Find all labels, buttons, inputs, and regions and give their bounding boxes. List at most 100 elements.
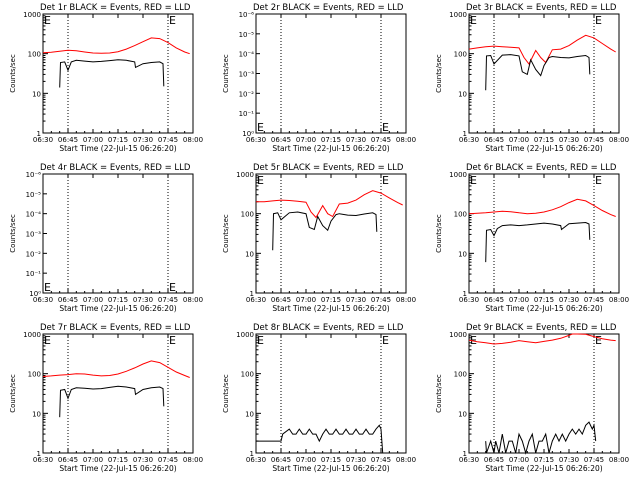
y-tick-label: 10⁻³ xyxy=(239,71,255,79)
y-tick-label: 10 xyxy=(32,90,41,98)
x-tick-label: 07:30 xyxy=(559,296,579,304)
e-marker: E xyxy=(257,334,264,347)
y-tick-label: 1000 xyxy=(23,11,41,19)
e-marker: E xyxy=(595,174,602,187)
y-tick-label: 10 xyxy=(245,410,254,418)
y-tick-label: 10⁻¹ xyxy=(239,110,255,118)
x-tick-label: 07:45 xyxy=(584,296,604,304)
y-tick-label: 10⁻⁶ xyxy=(26,171,42,179)
x-tick-label: 06:30 xyxy=(459,296,479,304)
y-tick-label: 100 xyxy=(454,211,467,219)
panel-title: Det 3r BLACK = Events, RED = LLD xyxy=(466,3,617,13)
detector-panel: Det 2r BLACK = Events, RED = LLD 06:30 06:… xyxy=(222,3,416,153)
y-tick-label: 100 xyxy=(454,51,467,59)
y-tick-label: 10⁻¹ xyxy=(26,270,42,278)
e-marker: E xyxy=(470,174,477,187)
x-tick-label: 07:45 xyxy=(158,296,178,304)
e-marker: E xyxy=(44,281,51,294)
detector-panel: Det 3r BLACK = Events, RED = LLD 06:30 06:… xyxy=(435,3,629,153)
y-axis-label: Counts/sec xyxy=(9,54,17,93)
y-tick-label: 1000 xyxy=(449,331,467,339)
x-tick-label: 07:45 xyxy=(584,456,604,464)
y-axis-label: Counts/sec xyxy=(222,374,230,413)
x-tick-label: 07:30 xyxy=(346,456,366,464)
x-tick-label: 07:45 xyxy=(371,456,391,464)
detector-panel: Det 6r BLACK = Events, RED = LLD 06:30 06:… xyxy=(435,163,629,313)
y-tick-label: 1000 xyxy=(236,331,254,339)
x-tick-label: 06:45 xyxy=(484,296,504,304)
x-axis-label: Start Time (22-Jul-15 06:26:20) xyxy=(59,304,176,313)
x-tick-label: 07:15 xyxy=(534,296,554,304)
x-tick-label: 06:30 xyxy=(459,456,479,464)
x-axis-label: Start Time (22-Jul-15 06:26:20) xyxy=(59,144,176,153)
x-tick-label: 08:00 xyxy=(609,296,629,304)
y-tick-label: 10⁻⁵ xyxy=(239,31,255,39)
e-marker: E xyxy=(470,14,477,27)
x-axis-label: Start Time (22-Jul-15 06:26:20) xyxy=(272,464,389,473)
lld-series-line xyxy=(256,190,403,219)
y-axis-label: Counts/sec xyxy=(222,214,230,253)
lld-series-line xyxy=(468,198,616,217)
x-tick-label: 08:00 xyxy=(396,456,416,464)
x-tick-label: 07:45 xyxy=(371,296,391,304)
panel-title: Det 5r BLACK = Events, RED = LLD xyxy=(253,163,404,173)
panel-title: Det 2r BLACK = Events, RED = LLD xyxy=(253,3,404,13)
x-tick-label: 06:45 xyxy=(484,136,504,144)
x-tick-label: 06:30 xyxy=(246,456,266,464)
x-tick-label: 08:00 xyxy=(609,136,629,144)
x-tick-label: 08:00 xyxy=(396,296,416,304)
y-tick-label: 1 xyxy=(463,290,467,298)
plot-frame xyxy=(468,333,620,454)
plot-frame xyxy=(468,13,620,134)
x-tick-label: 06:30 xyxy=(246,296,266,304)
y-tick-label: 100 xyxy=(454,371,467,379)
x-tick-label: 06:45 xyxy=(58,296,78,304)
x-tick-label: 07:15 xyxy=(108,296,128,304)
x-axis-label: Start Time (22-Jul-15 06:26:20) xyxy=(272,144,389,153)
e-marker: E xyxy=(257,121,264,134)
y-tick-label: 10⁰ xyxy=(29,290,41,298)
x-tick-label: 06:30 xyxy=(459,136,479,144)
e-marker: E xyxy=(44,14,51,27)
plot-frame xyxy=(255,173,407,294)
x-tick-label: 07:15 xyxy=(108,136,128,144)
lld-series-line xyxy=(468,34,616,65)
x-tick-label: 07:00 xyxy=(296,136,316,144)
panel-title: Det 1r BLACK = Events, RED = LLD xyxy=(40,3,191,13)
x-tick-label: 07:15 xyxy=(321,136,341,144)
y-tick-label: 10⁰ xyxy=(242,130,254,138)
panel-title: Det 6r BLACK = Events, RED = LLD xyxy=(466,163,617,173)
detector-panel: Det 7r BLACK = Events, RED = LLD 06:30 06:… xyxy=(9,323,203,473)
x-tick-label: 07:15 xyxy=(321,296,341,304)
e-marker: E xyxy=(169,334,176,347)
x-tick-label: 07:30 xyxy=(346,136,366,144)
y-tick-label: 100 xyxy=(28,371,41,379)
x-tick-label: 07:30 xyxy=(346,296,366,304)
x-tick-label: 06:45 xyxy=(271,136,291,144)
x-tick-label: 07:15 xyxy=(534,136,554,144)
y-axis-label: Counts/sec xyxy=(222,54,230,93)
plot-frame xyxy=(42,333,194,454)
x-tick-label: 07:00 xyxy=(509,456,529,464)
panel-title: Det 8r BLACK = Events, RED = LLD xyxy=(253,323,404,333)
x-tick-label: 07:00 xyxy=(509,136,529,144)
plot-frame xyxy=(42,173,194,294)
y-tick-label: 10⁻³ xyxy=(26,231,42,239)
detector-panel: Det 1r BLACK = Events, RED = LLD 06:30 06:… xyxy=(9,3,203,153)
y-tick-label: 10 xyxy=(458,410,467,418)
plot-frame xyxy=(468,173,620,294)
x-tick-label: 06:45 xyxy=(58,136,78,144)
e-marker: E xyxy=(169,281,176,294)
y-tick-label: 1 xyxy=(37,450,41,458)
x-tick-label: 07:15 xyxy=(534,456,554,464)
events-series-line xyxy=(485,421,597,455)
x-tick-label: 07:15 xyxy=(321,456,341,464)
y-tick-label: 100 xyxy=(241,371,254,379)
x-tick-label: 08:00 xyxy=(183,456,203,464)
plot-frame xyxy=(255,13,407,134)
plot-frame xyxy=(255,333,407,454)
x-tick-label: 07:45 xyxy=(584,136,604,144)
panel-title: Det 4r BLACK = Events, RED = LLD xyxy=(40,163,191,173)
y-tick-label: 1000 xyxy=(23,331,41,339)
